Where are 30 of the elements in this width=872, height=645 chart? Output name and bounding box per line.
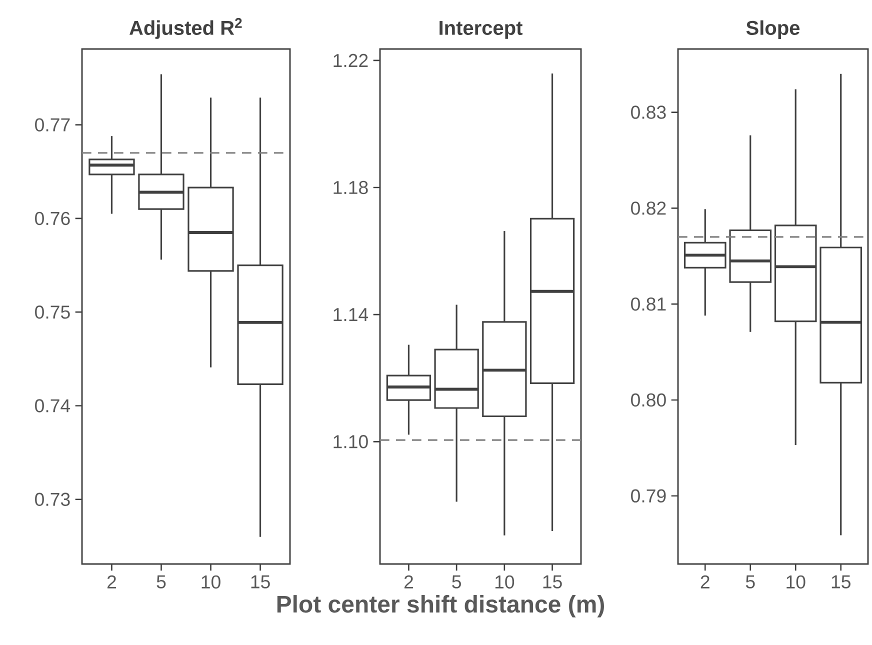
x-tick-label: 5 <box>746 575 755 588</box>
y-tick-label: 0.77 <box>35 118 70 132</box>
chart-title: Intercept <box>440 21 522 39</box>
y-tick-label: 0.76 <box>35 212 70 226</box>
y-tick-label: 1.14 <box>334 308 368 322</box>
y-tick-label: 0.80 <box>631 393 666 407</box>
y-tick-label: 0.83 <box>631 106 666 119</box>
chart-title: Slope <box>746 20 800 39</box>
y-tick-label: 0.74 <box>35 399 70 412</box>
y-tick-label: 0.81 <box>631 297 666 311</box>
y-tick-label: 1.10 <box>334 435 368 448</box>
y-tick-label: 0.73 <box>35 492 70 506</box>
x-tick-label: 15 <box>832 575 850 588</box>
y-tick-label: 0.82 <box>631 202 666 215</box>
x-tick-label: 2 <box>700 575 710 588</box>
x-tick-label: 15 <box>251 575 270 588</box>
x-tick-label: 2 <box>107 575 116 588</box>
y-tick-label: 1.18 <box>334 180 368 194</box>
y-tick-label: 1.22 <box>334 54 368 67</box>
x-tick-label: 5 <box>156 575 166 588</box>
x-tick-label: 10 <box>202 575 220 589</box>
x-axis-title: Plot center shift distance (m) <box>277 595 604 618</box>
y-tick-label: 0.75 <box>35 305 70 319</box>
x-tick-label: 15 <box>543 575 562 588</box>
x-tick-label: 10 <box>786 575 806 589</box>
x-tick-label: 2 <box>404 575 413 588</box>
y-tick-label: 0.79 <box>631 489 666 503</box>
chart-title: Adjusted R$^{2}$ <box>129 18 242 39</box>
x-tick-label: 10 <box>495 575 514 589</box>
x-tick-label: 5 <box>452 575 461 588</box>
